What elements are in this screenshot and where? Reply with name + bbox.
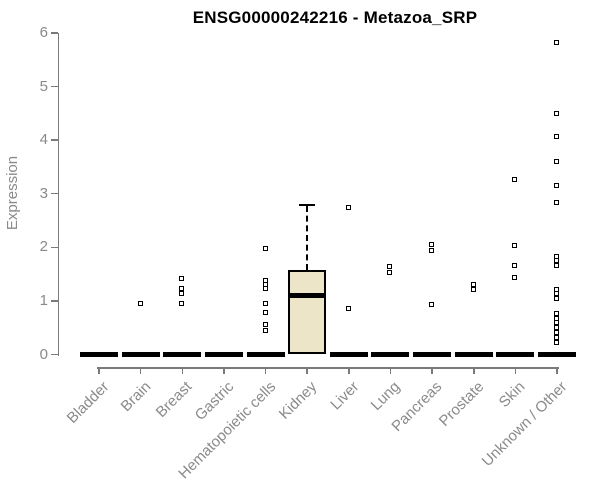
data-point-unknown-other	[554, 183, 560, 189]
data-point-unknown-other	[554, 330, 560, 336]
data-point-pancreas	[429, 248, 435, 254]
median-bar-bladder	[80, 352, 118, 357]
median-bar-gastric	[204, 352, 243, 357]
median-bar-liver	[329, 352, 368, 357]
y-tick	[50, 139, 58, 141]
median-bar-unknown-other	[538, 352, 577, 357]
data-point-skin	[512, 243, 518, 249]
data-point-hematopoietic-cells	[262, 300, 268, 306]
y-tick	[50, 192, 58, 195]
data-point-unknown-other	[554, 334, 560, 340]
data-point-hematopoietic-cells	[262, 327, 268, 333]
x-tick	[181, 367, 184, 374]
data-point-brain	[137, 300, 143, 306]
data-point-unknown-other	[554, 262, 560, 268]
y-axis-line	[57, 33, 59, 356]
data-point-prostate	[470, 286, 476, 292]
data-point-skin	[512, 177, 518, 183]
whisker-line-kidney	[306, 205, 309, 270]
median-bar-hematopoietic-cells	[246, 352, 285, 357]
x-tick	[514, 367, 517, 374]
y-tick	[50, 85, 58, 88]
x-tick	[264, 367, 267, 374]
data-point-lung	[387, 264, 393, 270]
data-point-hematopoietic-cells	[262, 322, 268, 328]
data-point-breast	[179, 290, 185, 296]
data-point-pancreas	[429, 302, 435, 308]
y-tick-label: 3	[39, 184, 48, 202]
data-point-unknown-other	[554, 339, 560, 345]
y-tick	[50, 353, 58, 356]
x-tick	[473, 367, 475, 374]
data-point-unknown-other	[554, 320, 560, 326]
median-bar-pancreas	[413, 352, 452, 357]
data-point-unknown-other	[554, 295, 560, 301]
median-bar-skin	[496, 352, 535, 357]
y-tick-label: 2	[39, 238, 48, 256]
data-point-unknown-other	[554, 315, 560, 321]
x-tick	[389, 367, 392, 374]
data-point-hematopoietic-cells	[262, 309, 268, 315]
y-tick	[50, 32, 58, 34]
x-axis-line	[97, 367, 560, 369]
x-tick	[556, 367, 558, 374]
data-point-unknown-other	[554, 133, 560, 139]
y-tick-label: 1	[39, 291, 48, 309]
data-point-prostate	[470, 281, 476, 287]
median-bar-lung	[371, 352, 410, 357]
data-point-lung	[387, 270, 393, 276]
data-point-unknown-other	[554, 310, 560, 316]
x-tick	[223, 367, 225, 374]
data-point-skin	[512, 262, 518, 268]
data-point-pancreas	[429, 242, 435, 248]
y-tick-label: 0	[39, 345, 48, 363]
data-point-breast	[179, 276, 185, 282]
median-bar-kidney	[288, 293, 327, 299]
x-tick	[431, 367, 433, 374]
data-point-unknown-other	[554, 39, 560, 45]
x-tick	[348, 367, 350, 374]
y-tick	[50, 246, 58, 249]
data-point-breast	[179, 286, 185, 292]
y-tick-label: 4	[39, 131, 48, 149]
whisker-cap-kidney	[299, 203, 316, 206]
chart-title: ENSG00000242216 - Metazoa_SRP	[192, 8, 478, 27]
median-bar-breast	[163, 352, 202, 357]
data-point-skin	[512, 274, 518, 280]
y-tick-label: 5	[39, 77, 48, 95]
data-point-unknown-other	[554, 159, 560, 165]
x-tick	[139, 367, 142, 374]
y-tick	[50, 300, 58, 302]
data-point-unknown-other	[554, 111, 560, 117]
box-kidney	[288, 269, 327, 355]
data-point-hematopoietic-cells	[262, 286, 268, 292]
data-point-hematopoietic-cells	[262, 245, 268, 251]
median-bar-prostate	[454, 352, 493, 357]
x-tick	[98, 367, 100, 374]
data-point-unknown-other	[554, 325, 560, 331]
median-bar-brain	[121, 352, 160, 357]
data-point-liver	[345, 205, 351, 211]
data-point-breast	[179, 300, 185, 306]
y-tick-label: 6	[39, 23, 48, 41]
data-point-unknown-other	[554, 200, 560, 206]
data-point-liver	[345, 305, 351, 311]
x-tick	[306, 367, 308, 374]
